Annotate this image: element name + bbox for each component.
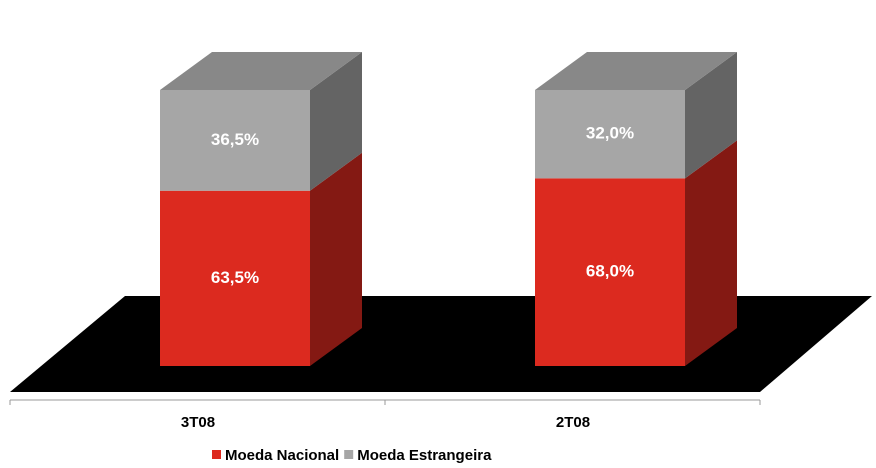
bar-segment [160, 90, 310, 191]
x-tick-label: 2T08 [556, 414, 590, 431]
bar-side [685, 140, 737, 366]
legend-swatch [212, 450, 221, 459]
legend-swatch [344, 450, 354, 459]
bar-segment [535, 178, 685, 366]
legend-label: Moeda Nacional [225, 447, 339, 464]
bar-side [310, 152, 362, 366]
legend-label: Moeda Estrangeira [357, 447, 492, 464]
bar-segment [535, 90, 685, 179]
value-label: 36,5% [211, 130, 259, 149]
value-label: 32,0% [586, 124, 634, 143]
floor [10, 296, 872, 392]
bar-segment [160, 190, 310, 366]
bar-side [310, 52, 362, 191]
bar-top [535, 52, 737, 90]
value-label: 68,0% [586, 262, 634, 281]
bar-top [160, 52, 362, 90]
bar-side [685, 52, 737, 179]
value-label: 63,5% [211, 268, 259, 287]
x-tick-label: 3T08 [181, 414, 215, 431]
